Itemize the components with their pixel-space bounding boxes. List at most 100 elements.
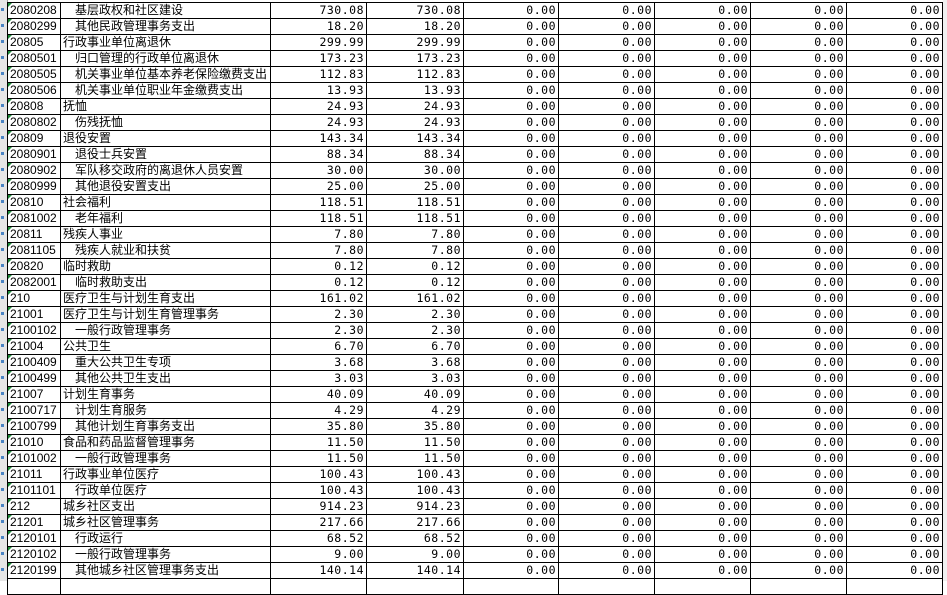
- cell-name[interactable]: 基层政权和社区建设: [60, 2, 271, 19]
- cell-code[interactable]: 21010: [7, 434, 61, 451]
- cell-name[interactable]: 归口管理的行政单位离退休: [60, 50, 271, 67]
- cell-amount[interactable]: 0.00: [558, 514, 655, 531]
- cell-amount[interactable]: 13.93: [366, 82, 464, 99]
- cell-amount[interactable]: 0.00: [846, 514, 943, 531]
- cell-code[interactable]: 2080902: [7, 162, 61, 179]
- cell-amount[interactable]: 6.70: [366, 338, 464, 355]
- cell-amount[interactable]: 118.51: [366, 194, 464, 211]
- cell-code[interactable]: 2080501: [7, 50, 61, 67]
- cell-amount[interactable]: 0.00: [463, 402, 559, 419]
- table-row[interactable]: 2082001 临时救助支出 0.12 0.12 0.00 0.00 0.00 0.00 0.0…: [7, 274, 943, 291]
- table-row[interactable]: 2080901 退役士兵安置 88.34 88.34 0.00 0.00 0.00 0.00 0…: [7, 146, 943, 163]
- cell-amount[interactable]: 7.80: [270, 226, 367, 243]
- cell-amount[interactable]: 0.00: [558, 258, 655, 275]
- table-row[interactable]: 212 城乡社区支出 914.23 914.23 0.00 0.00 0.00 0.00 0.0…: [7, 498, 943, 515]
- cell-amount[interactable]: 0.00: [558, 562, 655, 579]
- cell-amount[interactable]: 0.00: [846, 290, 943, 307]
- table-row[interactable]: 21004 公共卫生 6.70 6.70 0.00 0.00 0.00 0.00 0.00: [7, 338, 943, 355]
- cell-amount[interactable]: 0.00: [750, 482, 847, 499]
- cell-code[interactable]: 20809: [7, 130, 61, 147]
- cell-amount[interactable]: 0.00: [558, 290, 655, 307]
- cell-name[interactable]: 计划生育服务: [60, 402, 271, 419]
- cell-amount[interactable]: 0.00: [654, 178, 751, 195]
- cell-name[interactable]: 行政事业单位医疗: [60, 466, 271, 483]
- cell-code[interactable]: 2100102: [7, 322, 61, 339]
- cell-amount[interactable]: 88.34: [270, 146, 367, 163]
- cell-amount[interactable]: 0.00: [846, 130, 943, 147]
- cell-amount[interactable]: 0.00: [750, 562, 847, 579]
- cell-amount[interactable]: 0.00: [463, 34, 559, 51]
- cell-amount[interactable]: 0.00: [463, 50, 559, 67]
- cell-code[interactable]: 2080999: [7, 178, 61, 195]
- cell-amount[interactable]: 0.00: [558, 146, 655, 163]
- cell-amount[interactable]: 0.00: [463, 66, 559, 83]
- cell-amount[interactable]: 0.00: [846, 322, 943, 339]
- cell-amount[interactable]: 0.00: [558, 178, 655, 195]
- cell-name[interactable]: 医疗卫生与计划生育支出: [60, 290, 271, 307]
- cell-amount[interactable]: 9.00: [366, 546, 464, 563]
- cell-code[interactable]: 21201: [7, 514, 61, 531]
- cell-amount[interactable]: 0.00: [463, 354, 559, 371]
- cell-amount[interactable]: 0.12: [270, 258, 367, 275]
- cell-amount[interactable]: 0.00: [654, 530, 751, 547]
- cell-amount[interactable]: 0.00: [558, 210, 655, 227]
- cell-amount[interactable]: 68.52: [270, 530, 367, 547]
- table-row[interactable]: 2101002 一般行政管理事务 11.50 11.50 0.00 0.00 0.00 0.0…: [7, 450, 943, 467]
- cell-amount[interactable]: 0.00: [846, 482, 943, 499]
- table-row[interactable]: 21007 计划生育事务 40.09 40.09 0.00 0.00 0.00 0.00 0.0…: [7, 386, 943, 403]
- cell-amount[interactable]: 0.00: [654, 562, 751, 579]
- cell-amount[interactable]: 0.00: [654, 498, 751, 515]
- cell-amount[interactable]: 0.00: [846, 50, 943, 67]
- cell-code[interactable]: 2100717: [7, 402, 61, 419]
- cell-amount[interactable]: 0.00: [846, 34, 943, 51]
- cell-code[interactable]: 20805: [7, 34, 61, 51]
- cell-amount[interactable]: 0.00: [846, 258, 943, 275]
- table-row[interactable]: 2081105 残疾人就业和扶贫 7.80 7.80 0.00 0.00 0.00 0.00 0…: [7, 242, 943, 259]
- cell-amount[interactable]: 0.00: [846, 306, 943, 323]
- cell-code[interactable]: 2100499: [7, 370, 61, 387]
- cell-amount[interactable]: 0.00: [750, 130, 847, 147]
- cell-amount[interactable]: 0.00: [750, 226, 847, 243]
- table-row[interactable]: 20809 退役安置 143.34 143.34 0.00 0.00 0.00 0.00 0.0…: [7, 130, 943, 147]
- cell-code[interactable]: 21004: [7, 338, 61, 355]
- cell-amount[interactable]: 0.00: [654, 146, 751, 163]
- cell-name[interactable]: 临时救助支出: [60, 274, 271, 291]
- cell-amount[interactable]: 118.51: [366, 210, 464, 227]
- cell-code[interactable]: 2081002: [7, 210, 61, 227]
- cell-code[interactable]: 2080299: [7, 18, 61, 35]
- cell-amount[interactable]: 11.50: [270, 434, 367, 451]
- cell-code[interactable]: 210: [7, 290, 61, 307]
- cell-name[interactable]: 抚恤: [60, 98, 271, 115]
- table-row[interactable]: 20811 残疾人事业 7.80 7.80 0.00 0.00 0.00 0.00 0.00: [7, 226, 943, 243]
- table-row[interactable]: 21011 行政事业单位医疗 100.43 100.43 0.00 0.00 0.00 0.0…: [7, 466, 943, 483]
- cell-amount[interactable]: 3.03: [366, 370, 464, 387]
- cell-amount[interactable]: 0.00: [846, 178, 943, 195]
- cell-amount[interactable]: 25.00: [366, 178, 464, 195]
- cell-amount[interactable]: 0.00: [558, 66, 655, 83]
- cell-amount[interactable]: 118.51: [270, 210, 367, 227]
- cell-amount[interactable]: 0.00: [846, 114, 943, 131]
- cell-name[interactable]: 行政单位医疗: [60, 482, 271, 499]
- cell-amount[interactable]: 0.00: [463, 130, 559, 147]
- table-row[interactable]: 2100717 计划生育服务 4.29 4.29 0.00 0.00 0.00 0.00 0.0…: [7, 402, 943, 419]
- cell-code[interactable]: 2080506: [7, 82, 61, 99]
- table-row[interactable]: 21001 医疗卫生与计划生育管理事务 2.30 2.30 0.00 0.00 0.00 0.…: [7, 306, 943, 323]
- cell-code[interactable]: 2101002: [7, 450, 61, 467]
- cell-amount[interactable]: 299.99: [270, 34, 367, 51]
- cell-amount[interactable]: 0.00: [463, 2, 559, 19]
- cell-amount[interactable]: 0.00: [846, 194, 943, 211]
- cell-amount[interactable]: 0.00: [750, 178, 847, 195]
- cell-amount[interactable]: 0.00: [558, 50, 655, 67]
- table-row[interactable]: 2100102 一般行政管理事务 2.30 2.30 0.00 0.00 0.00 0.00 0…: [7, 322, 943, 339]
- table-row[interactable]: 2080902 军队移交政府的离退休人员安置 30.00 30.00 0.00 0.00 0…: [7, 162, 943, 179]
- cell-amount[interactable]: 0.00: [846, 434, 943, 451]
- cell-amount[interactable]: 0.00: [654, 130, 751, 147]
- cell-amount[interactable]: 143.34: [366, 130, 464, 147]
- cell-amount[interactable]: 0.00: [846, 274, 943, 291]
- cell-amount[interactable]: 161.02: [366, 290, 464, 307]
- cell-amount[interactable]: 0.00: [463, 114, 559, 131]
- cell-amount[interactable]: 88.34: [366, 146, 464, 163]
- cell-name[interactable]: 机关事业单位职业年金缴费支出: [60, 82, 271, 99]
- cell-amount[interactable]: 100.43: [270, 482, 367, 499]
- cell-amount[interactable]: 24.93: [270, 114, 367, 131]
